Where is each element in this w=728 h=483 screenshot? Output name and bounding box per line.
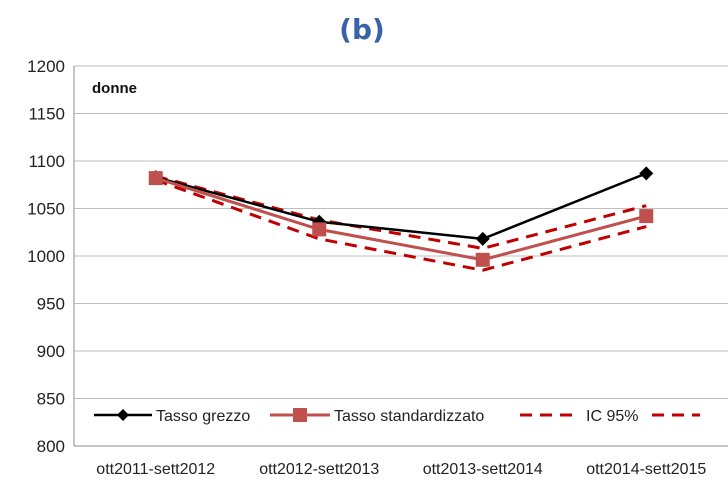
point-tasso-standardizzato [475,252,490,267]
legend-background [86,400,702,430]
x-tick-label: ott2011-sett2012 [96,461,215,478]
point-tasso-standardizzato [148,171,163,186]
y-tick-label: 900 [37,342,65,361]
y-tick-label: 1100 [28,152,65,171]
ci-upper-line [155,174,647,250]
x-tick-label: ott2012-sett2013 [259,461,379,478]
y-axis-ticks: 800 850 900 950 1000 1050 1100 1150 1200 [27,57,65,456]
y-tick-label: 1050 [27,200,65,219]
legend-label-ic: IC 95% [586,408,638,425]
x-tick-label: ott2014-sett2015 [586,461,706,478]
legend-label-tasso-grezzo: Tasso grezzo [156,408,250,425]
y-tick-label: 1200 [27,57,65,76]
y-tick-label: 1000 [27,247,65,266]
point-tasso-grezzo [639,166,654,181]
x-axis-ticks: ott2011-sett2012 ott2012-sett2013 ott2013-… [96,461,706,478]
ci-lower-line [155,178,647,272]
point-tasso-standardizzato [639,209,654,224]
gridlines [73,65,728,447]
series-lines [148,166,654,272]
point-tasso-standardizzato [312,222,327,237]
series-line-tasso-standardizzato [155,176,647,262]
legend-marker-tasso-grezzo [117,409,129,421]
x-tick-label: ott2013-sett2014 [423,461,543,478]
chart-title: (b) [339,13,385,46]
y-tick-label: 800 [37,437,65,456]
legend-marker-tasso-standardizzato [293,408,307,422]
y-tick-label: 1150 [28,105,65,124]
y-tick-label: 850 [37,390,65,409]
series-line-tasso-grezzo [155,172,647,241]
point-tasso-grezzo [475,231,490,246]
legend: Tasso grezzo Tasso standardizzato IC 95% [86,400,702,430]
panel-label: donne [92,80,137,97]
legend-label-tasso-standardizzato: Tasso standardizzato [334,408,484,425]
y-tick-label: 950 [37,295,65,314]
